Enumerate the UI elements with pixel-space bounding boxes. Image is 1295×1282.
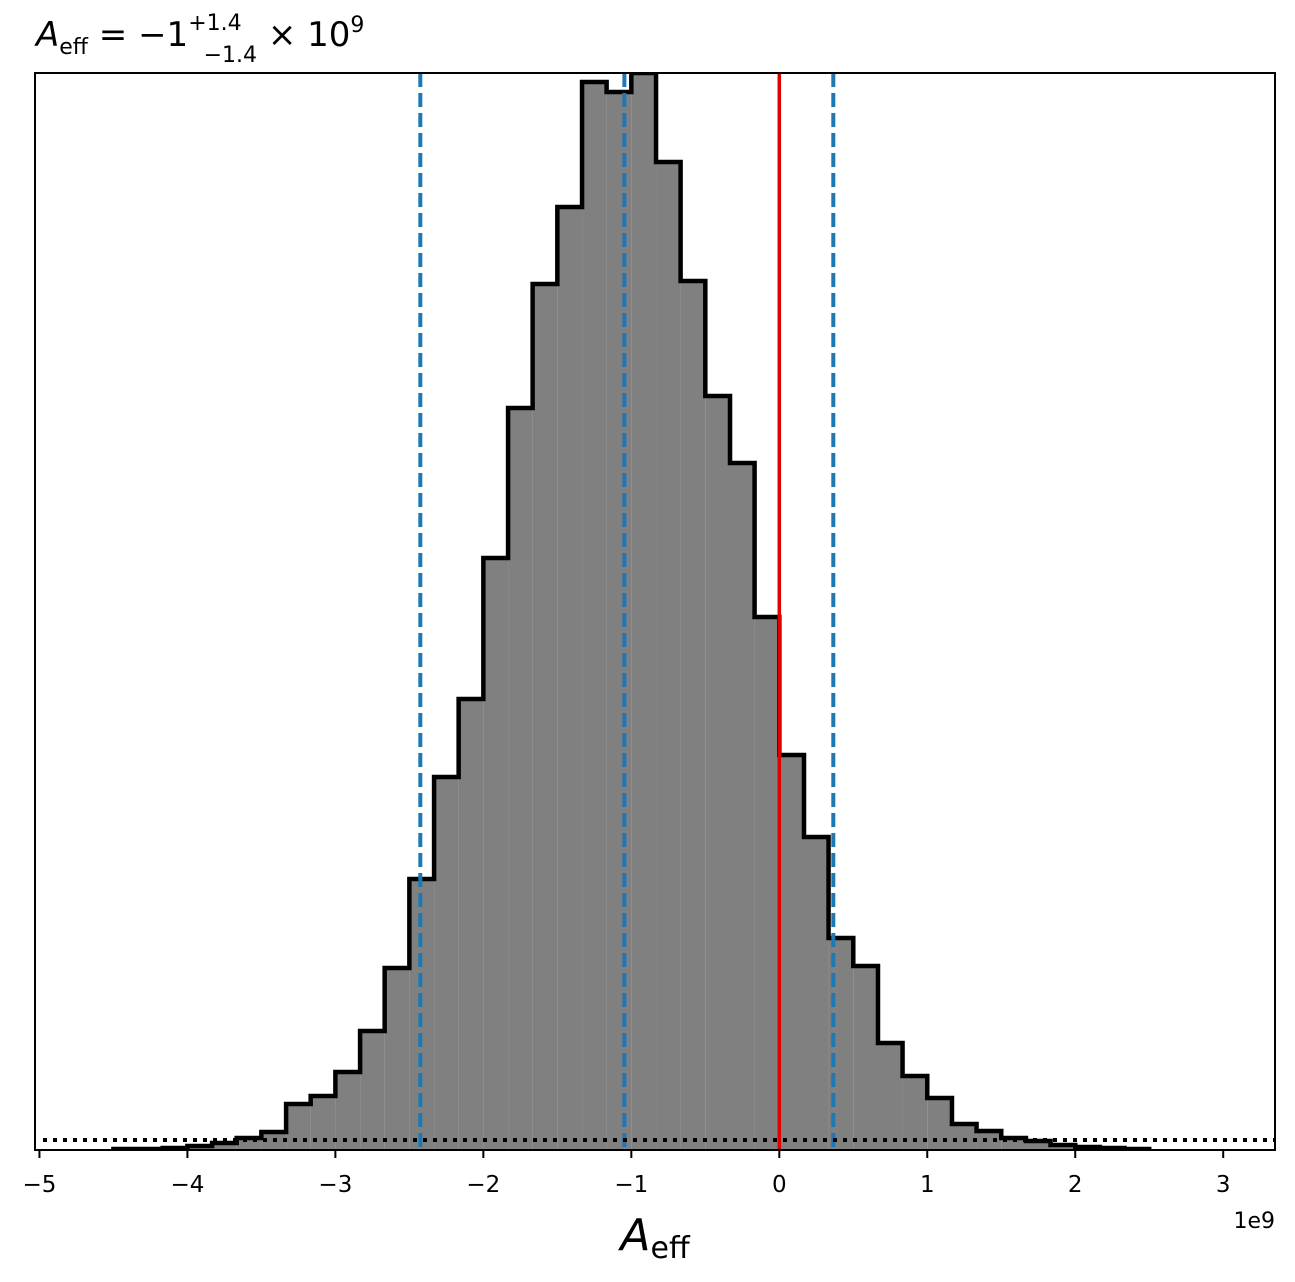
histogram-bar xyxy=(557,207,583,1150)
plot-frame xyxy=(34,72,1276,1151)
histogram-bar xyxy=(360,1031,385,1150)
title-symbol: A xyxy=(34,15,59,55)
histogram-bar xyxy=(680,281,706,1150)
histogram-bar xyxy=(212,1143,237,1150)
x-tick-label: 2 xyxy=(1068,1172,1083,1198)
histogram-bar xyxy=(927,1098,952,1150)
histogram-bar xyxy=(853,966,878,1150)
chart-title: Aeff = −1+1.4 −1.4 × 109 xyxy=(34,11,364,68)
title-subscript: eff xyxy=(59,35,89,60)
histogram-bar xyxy=(508,408,533,1150)
histogram-bar xyxy=(335,1072,361,1150)
title-lower-error: −1.4 xyxy=(204,43,257,68)
histogram-bar xyxy=(902,1076,928,1150)
histogram-bar xyxy=(877,1043,903,1150)
x-offset-label: 1e9 xyxy=(1233,1209,1275,1234)
x-tick-label: −4 xyxy=(170,1172,204,1198)
histogram-bar xyxy=(532,284,558,1150)
histogram-bar xyxy=(1025,1141,1051,1150)
plot-area xyxy=(43,73,1275,1150)
histogram-bar xyxy=(458,699,484,1150)
histogram-bar xyxy=(804,837,829,1150)
histogram-bar xyxy=(631,73,657,1150)
histogram-bar xyxy=(384,968,410,1150)
histogram-bar xyxy=(951,1124,977,1150)
histogram-bar xyxy=(1050,1145,1076,1150)
x-axis-label: Aeff xyxy=(617,1210,691,1266)
x-tick-label: −1 xyxy=(614,1172,648,1198)
x-tick-label: −3 xyxy=(318,1172,352,1198)
histogram-bar xyxy=(730,463,755,1150)
x-tick-label: 0 xyxy=(772,1172,787,1198)
histogram-bar xyxy=(1001,1138,1026,1150)
x-label-symbol: A xyxy=(617,1210,650,1261)
histogram-bar xyxy=(705,396,731,1150)
histogram-bar xyxy=(434,777,459,1150)
title-times: × 10 xyxy=(257,15,350,55)
title-upper-error: +1.4 xyxy=(188,11,241,36)
histogram-bar xyxy=(754,617,780,1150)
histogram-bar xyxy=(606,92,632,1150)
x-tick-label: −2 xyxy=(466,1172,500,1198)
histogram-bar xyxy=(483,558,509,1150)
histogram-bar xyxy=(286,1104,311,1150)
x-tick-label: 3 xyxy=(1216,1172,1231,1198)
x-label-subscript: eff xyxy=(650,1231,690,1266)
histogram-bar xyxy=(656,162,681,1150)
x-tick-label: −5 xyxy=(22,1172,56,1198)
x-tick-label: 1 xyxy=(920,1172,935,1198)
histogram-outline xyxy=(111,73,1152,1150)
histogram-bar xyxy=(779,755,805,1150)
title-value: = −1 xyxy=(88,15,188,55)
title-exponent: 9 xyxy=(350,13,364,38)
histogram-bar xyxy=(976,1131,1002,1150)
histogram-bar xyxy=(582,82,607,1150)
